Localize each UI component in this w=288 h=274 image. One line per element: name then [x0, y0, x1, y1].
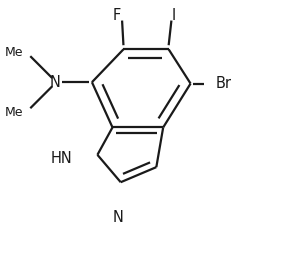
Text: N: N: [113, 210, 123, 225]
Text: HN: HN: [51, 152, 73, 166]
Text: I: I: [172, 8, 176, 22]
Text: Me: Me: [5, 45, 23, 59]
Text: F: F: [113, 8, 121, 22]
Text: Br: Br: [215, 76, 231, 91]
Text: N: N: [50, 75, 60, 90]
Text: Me: Me: [5, 106, 23, 119]
